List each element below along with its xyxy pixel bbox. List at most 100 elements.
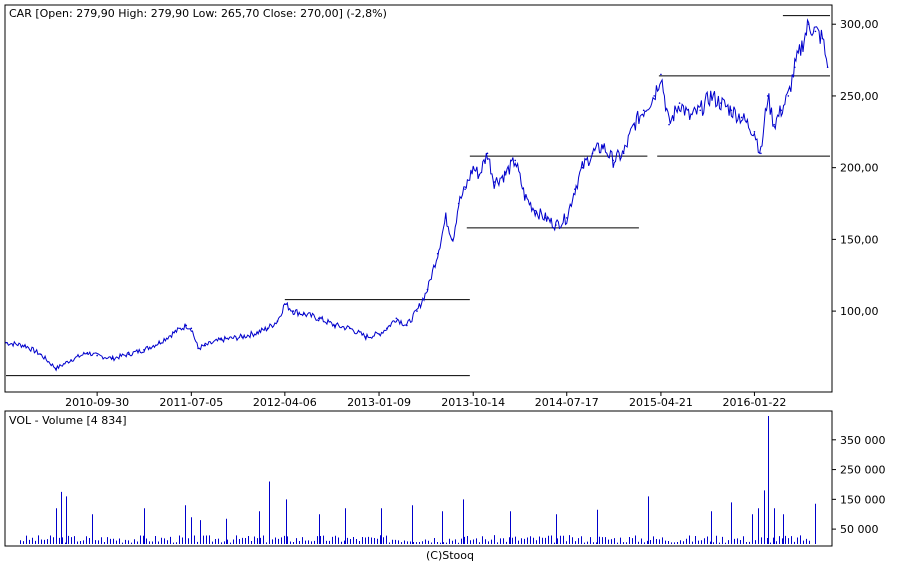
- price-point: [444, 217, 447, 219]
- price-point: [574, 188, 576, 190]
- price-point: [426, 288, 429, 291]
- price-point: [807, 23, 810, 26]
- price-point: [581, 166, 584, 169]
- price-y-tick-label: 100,00: [840, 305, 879, 318]
- price-point: [814, 30, 817, 33]
- price-point: [276, 320, 279, 322]
- price-point: [266, 327, 269, 330]
- volume-y-tick-label: 50 000: [840, 523, 879, 536]
- price-point: [127, 353, 130, 355]
- price-point: [642, 109, 645, 112]
- price-point: [111, 357, 114, 360]
- price-point: [699, 109, 702, 112]
- price-point: [633, 123, 635, 126]
- price-point: [70, 359, 72, 361]
- price-point: [406, 324, 408, 327]
- axes-layer: 300,00 250,00 200,00 150,00 100,00 350 000 250…: [65, 18, 885, 536]
- price-y-tick-label: 300,00: [840, 18, 879, 31]
- price-point: [534, 209, 537, 212]
- price-point: [5, 341, 7, 344]
- price-point: [284, 303, 286, 305]
- price-point: [612, 159, 614, 162]
- price-point: [660, 73, 662, 76]
- price-point: [544, 217, 547, 219]
- x-tick-label: 2012-04-06: [253, 396, 317, 409]
- x-tick-label: 2013-10-14: [441, 396, 505, 409]
- volume-panel-frame: [4, 410, 833, 547]
- price-point: [317, 317, 320, 320]
- price-point: [709, 95, 712, 97]
- x-tick-label: 2010-09-30: [65, 396, 129, 409]
- price-point: [688, 116, 691, 119]
- price-point: [503, 174, 506, 176]
- price-point: [86, 351, 89, 354]
- price-point: [678, 102, 681, 104]
- price-point: [760, 152, 762, 155]
- price-point: [720, 102, 722, 104]
- price-point: [740, 116, 743, 119]
- price-line: [5, 18, 829, 372]
- x-tick-label: 2014-07-17: [535, 396, 599, 409]
- price-point: [555, 224, 557, 226]
- price-point: [793, 66, 796, 69]
- price-point: [457, 202, 460, 205]
- price-point: [753, 130, 756, 133]
- price-layer: [5, 15, 830, 377]
- price-point: [349, 327, 351, 330]
- price-point: [334, 324, 336, 327]
- price-point: [493, 181, 496, 183]
- price-y-tick-label: 250,00: [840, 90, 879, 103]
- price-point: [365, 336, 367, 338]
- price-y-tick-label: 150,00: [840, 233, 879, 246]
- price-point: [730, 109, 733, 112]
- volume-y-tick-label: 350 000: [840, 434, 886, 447]
- price-point: [416, 310, 418, 312]
- price-point: [386, 327, 388, 330]
- price-point: [472, 166, 475, 169]
- price-point: [565, 217, 568, 219]
- price-point: [292, 310, 295, 312]
- price-panel-frame: [4, 4, 833, 393]
- price-point: [143, 349, 145, 351]
- copyright-footer: (C)Stooq: [426, 549, 474, 562]
- price-y-tick-label: 200,00: [840, 162, 879, 175]
- price-point: [39, 353, 42, 355]
- price-point: [158, 341, 160, 344]
- price-point: [173, 331, 175, 334]
- x-tick-label: 2016-01-22: [722, 396, 786, 409]
- price-point: [821, 37, 824, 40]
- price-point: [55, 367, 57, 370]
- price-point: [766, 95, 769, 97]
- price-point: [514, 159, 517, 162]
- price-panel-title: CAR [Open: 279,90 High: 279,90 Low: 265,…: [9, 7, 387, 20]
- volume-layer: [20, 415, 816, 544]
- price-point: [591, 152, 594, 155]
- price-point: [185, 324, 188, 327]
- price-point: [395, 317, 398, 320]
- price-point: [256, 331, 258, 334]
- price-point: [220, 338, 222, 341]
- price-point: [787, 95, 790, 97]
- price-point: [241, 336, 243, 338]
- x-tick-label: 2011-07-05: [159, 396, 223, 409]
- price-point: [486, 152, 489, 155]
- volume-y-tick-label: 250 000: [840, 464, 886, 477]
- price-point: [602, 145, 604, 147]
- price-point: [622, 152, 625, 155]
- volume-panel-title: VOL - Volume [4 834]: [9, 414, 127, 427]
- price-point: [773, 123, 775, 126]
- volume-y-tick-label: 150 000: [840, 493, 886, 506]
- x-tick-label: 2015-04-21: [629, 396, 693, 409]
- price-point: [478, 174, 481, 176]
- price-point: [436, 252, 439, 255]
- price-point: [24, 344, 26, 347]
- x-tick-label: 2013-01-09: [347, 396, 411, 409]
- price-point: [464, 188, 466, 190]
- price-point: [204, 344, 207, 347]
- price-point: [523, 195, 526, 198]
- price-point: [378, 333, 380, 335]
- price-point: [801, 44, 803, 47]
- price-point: [653, 95, 655, 97]
